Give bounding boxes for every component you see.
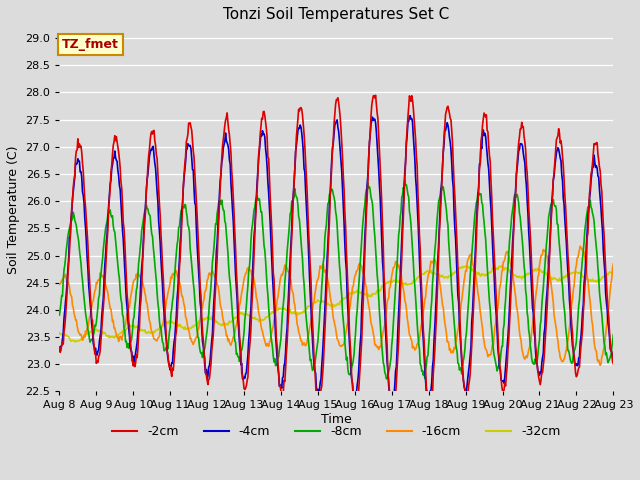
-8cm — [401, 178, 409, 183]
-32cm — [178, 324, 186, 330]
-2cm — [56, 344, 63, 350]
Line: -2cm: -2cm — [60, 96, 613, 418]
-8cm — [383, 376, 390, 382]
-16cm — [577, 243, 584, 249]
Line: -16cm: -16cm — [60, 246, 613, 365]
-16cm — [559, 359, 566, 364]
-16cm — [201, 288, 209, 294]
-8cm — [609, 332, 617, 338]
-32cm — [202, 316, 209, 322]
Y-axis label: Soil Temperature (C): Soil Temperature (C) — [7, 145, 20, 274]
-4cm — [381, 328, 389, 334]
-4cm — [609, 359, 617, 364]
-32cm — [560, 274, 568, 279]
-4cm — [560, 202, 568, 207]
-2cm — [201, 355, 209, 360]
-4cm — [406, 113, 414, 119]
-16cm — [328, 301, 335, 307]
Line: -32cm: -32cm — [60, 265, 613, 342]
-4cm — [201, 363, 209, 369]
-8cm — [328, 186, 335, 192]
Legend: -2cm, -4cm, -8cm, -16cm, -32cm: -2cm, -4cm, -8cm, -16cm, -32cm — [107, 420, 566, 444]
-2cm — [372, 93, 380, 98]
Title: Tonzi Soil Temperatures Set C: Tonzi Soil Temperatures Set C — [223, 7, 449, 22]
-2cm — [383, 327, 390, 333]
-2cm — [328, 162, 335, 168]
-2cm — [560, 176, 568, 182]
-4cm — [438, 178, 445, 183]
-2cm — [609, 361, 617, 367]
Text: TZ_fmet: TZ_fmet — [62, 38, 119, 51]
Line: -4cm: -4cm — [60, 116, 613, 404]
-32cm — [498, 263, 506, 268]
-32cm — [56, 330, 63, 336]
-8cm — [438, 187, 445, 193]
X-axis label: Time: Time — [321, 413, 352, 426]
-8cm — [201, 345, 209, 351]
-2cm — [390, 415, 397, 420]
-32cm — [72, 339, 79, 345]
-16cm — [436, 283, 444, 288]
-32cm — [609, 270, 617, 276]
-8cm — [560, 303, 568, 309]
-16cm — [56, 282, 63, 288]
-4cm — [328, 156, 335, 162]
-32cm — [329, 303, 337, 309]
-8cm — [381, 372, 389, 377]
-4cm — [387, 401, 394, 407]
Line: -8cm: -8cm — [60, 180, 613, 379]
-8cm — [56, 312, 63, 318]
-4cm — [56, 347, 63, 352]
-32cm — [437, 274, 445, 280]
-8cm — [177, 209, 185, 215]
-16cm — [177, 286, 185, 292]
-2cm — [438, 180, 445, 186]
-16cm — [381, 312, 389, 318]
-4cm — [177, 230, 185, 236]
-2cm — [177, 239, 185, 244]
-16cm — [596, 362, 604, 368]
-16cm — [609, 261, 617, 267]
-32cm — [383, 280, 390, 286]
